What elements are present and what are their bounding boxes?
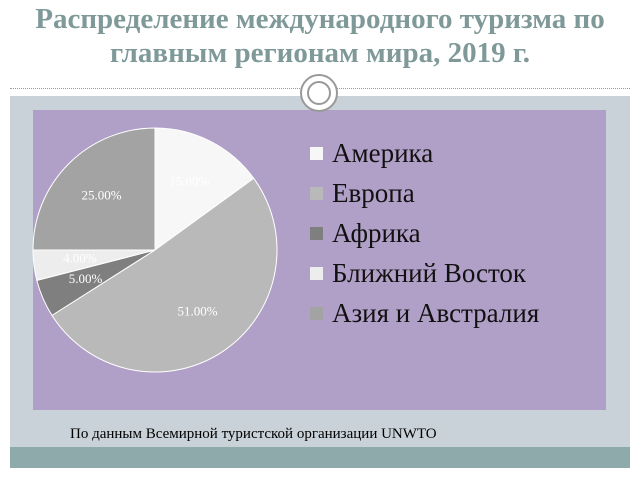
- legend-swatch: [310, 267, 323, 280]
- data-label: 51.00%: [177, 304, 217, 319]
- legend-swatch: [310, 227, 323, 240]
- legend-item: Африка: [310, 218, 590, 248]
- legend-label: Америка: [332, 138, 434, 168]
- legend-item: Ближний Восток: [310, 258, 590, 288]
- pie-slice: [154, 127, 255, 251]
- ornament: [300, 74, 338, 112]
- pie-slice: [51, 177, 278, 373]
- pie-slice: [32, 127, 156, 251]
- legend-item: Америка: [310, 138, 590, 168]
- legend-label: Европа: [332, 178, 415, 208]
- footer-bar: [10, 447, 630, 468]
- legend-label: Азия и Австралия: [332, 298, 540, 328]
- data-label: 25.00%: [81, 187, 121, 202]
- data-label: 15.00%: [169, 174, 209, 189]
- legend-swatch: [310, 147, 323, 160]
- data-label: 4.00%: [63, 250, 97, 265]
- legend-swatch: [310, 307, 323, 320]
- chart-title: Распределение международного туризма по …: [35, 3, 605, 69]
- legend-item: Европа: [310, 178, 590, 208]
- legend-swatch: [310, 187, 323, 200]
- legend-label: Ближний Восток: [332, 258, 527, 288]
- source-note: По данным Всемирной туристской организац…: [70, 426, 437, 442]
- legend: Америка Европа Африка Ближний Восток Азия и …: [310, 138, 590, 338]
- data-label: 5.00%: [69, 271, 103, 286]
- legend-label: Африка: [332, 218, 421, 248]
- legend-item: Азия и Австралия: [310, 298, 590, 328]
